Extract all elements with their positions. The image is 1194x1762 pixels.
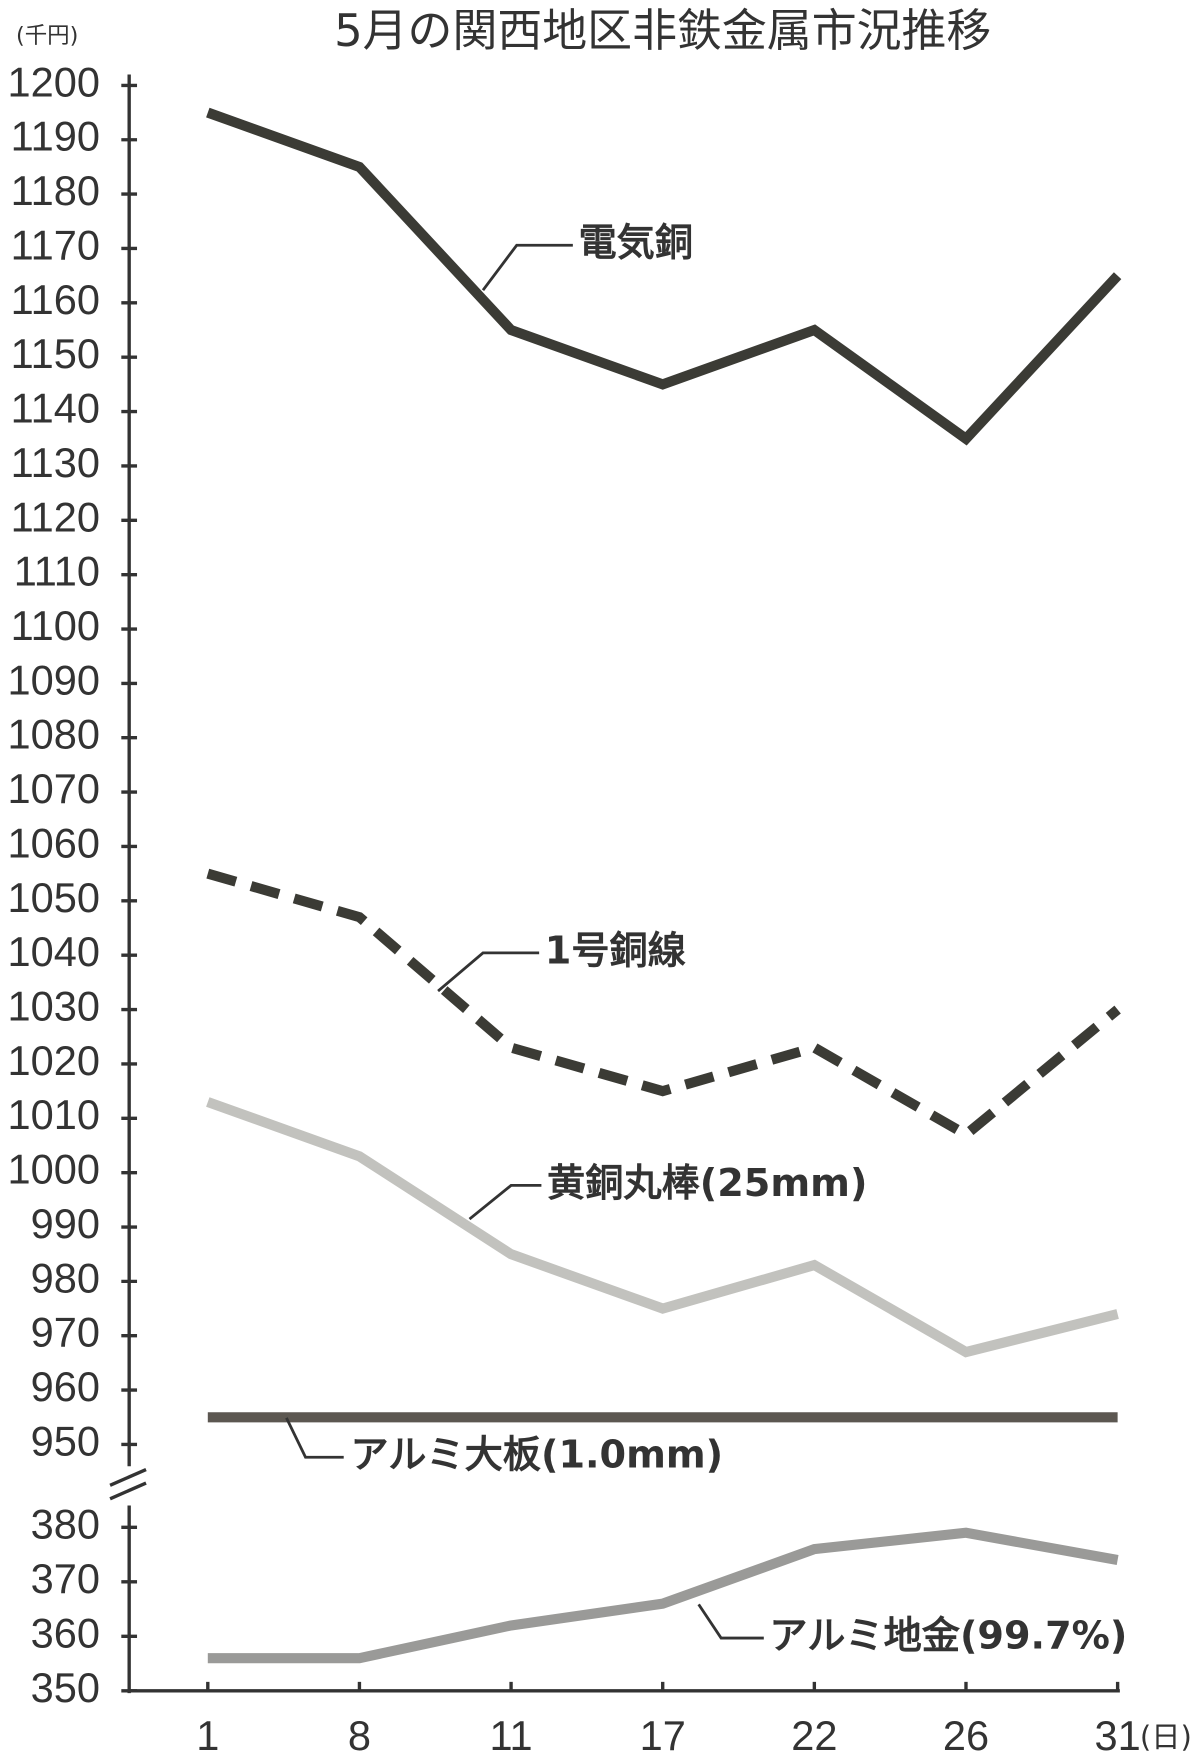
y-tick-label: 1080 xyxy=(8,711,100,758)
x-tick-label: 11 xyxy=(490,1712,533,1759)
y-tick-label: 1170 xyxy=(11,221,100,268)
y-tick-label: 980 xyxy=(31,1254,100,1301)
y-tick-label: 1020 xyxy=(8,1037,100,1084)
leader-line xyxy=(285,1417,344,1459)
y-tick-label: 1150 xyxy=(11,330,100,377)
series-line xyxy=(207,1527,1119,1664)
series-label: アルミ大板(1.0mm) xyxy=(350,1434,723,1478)
y-tick-label: 960 xyxy=(31,1363,100,1410)
series-label: アルミ地金(99.7%) xyxy=(769,1615,1127,1659)
x-tick-label: 8 xyxy=(348,1712,371,1759)
leader-line xyxy=(437,951,540,993)
series-line xyxy=(206,1097,1119,1358)
y-tick-label: 1160 xyxy=(11,276,100,323)
x-tick-label: 1 xyxy=(196,1712,219,1759)
y-tick-label: 1190 xyxy=(11,113,100,160)
y-tick-label: 950 xyxy=(31,1417,100,1464)
y-tick-label: 370 xyxy=(31,1555,100,1602)
x-unit: (日) xyxy=(1140,1720,1192,1754)
axis-break xyxy=(109,1468,147,1487)
y-tick-label: 1050 xyxy=(8,874,100,921)
series-label: 電気銅 xyxy=(578,222,693,266)
leader-line xyxy=(468,1183,542,1221)
y-tick-label: 990 xyxy=(31,1200,100,1247)
y-tick-label: 1130 xyxy=(11,439,100,486)
axis-break xyxy=(109,1481,147,1501)
y-tick-label: 350 xyxy=(31,1664,100,1711)
y-tick-label: 1040 xyxy=(8,928,100,975)
y-tick-label: 360 xyxy=(31,1609,100,1656)
series-line xyxy=(206,868,1121,1141)
y-tick-label: 1100 xyxy=(11,602,100,649)
leader-line xyxy=(697,1603,764,1640)
y-tick-label: 1120 xyxy=(11,493,100,540)
y-tick-label: 1140 xyxy=(11,385,100,432)
chart-title: 5月の関西地区非鉄金属市況推移 xyxy=(334,4,991,57)
y-tick-label: 1000 xyxy=(8,1146,100,1193)
leader-line xyxy=(481,243,573,292)
series-label: 黄銅丸棒(25mm) xyxy=(547,1162,867,1206)
y-unit: (千円) xyxy=(16,23,78,49)
series-label: 1号銅線 xyxy=(545,929,686,973)
x-tick-label: 31 xyxy=(1095,1712,1141,1759)
y-tick-label: 1110 xyxy=(14,548,100,595)
y-tick-label: 1200 xyxy=(8,58,100,105)
y-tick-label: 380 xyxy=(31,1500,100,1547)
y-tick-label: 1010 xyxy=(8,1091,100,1138)
y-tick-label: 1070 xyxy=(8,765,100,812)
y-tick-label: 1060 xyxy=(8,819,100,866)
y-tick-label: 1030 xyxy=(8,983,100,1030)
y-tick-label: 1090 xyxy=(8,656,100,703)
y-tick-label: 1180 xyxy=(11,167,100,214)
series-line xyxy=(206,107,1122,446)
x-tick-label: 22 xyxy=(791,1712,837,1759)
x-tick-label: 26 xyxy=(943,1712,989,1759)
x-tick-label: 17 xyxy=(640,1712,686,1759)
y-tick-label: 970 xyxy=(31,1309,100,1356)
